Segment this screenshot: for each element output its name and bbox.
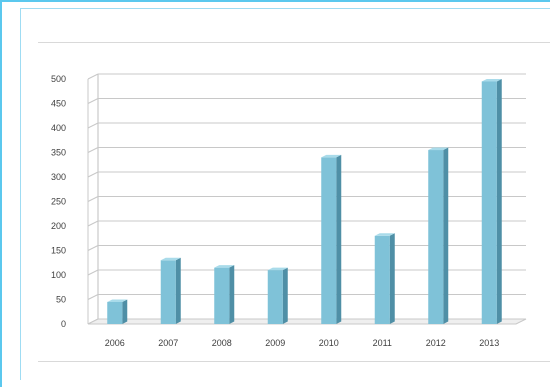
bar-side bbox=[175, 257, 181, 324]
x-tick-label: 2013 bbox=[479, 338, 499, 348]
bar-side bbox=[336, 154, 342, 324]
bar-2010 bbox=[321, 154, 342, 324]
x-axis-ticks: 2006 2007 2008 2009 2010 2011 2012 2013 bbox=[105, 338, 500, 348]
gridline-depth bbox=[87, 73, 99, 80]
bar-2013 bbox=[481, 78, 502, 324]
y-tick-label: 500 bbox=[51, 74, 66, 84]
bar-front bbox=[160, 260, 176, 324]
y-tick-label: 250 bbox=[51, 197, 66, 207]
bar-top bbox=[321, 154, 342, 158]
x-tick-label: 2008 bbox=[212, 338, 232, 348]
bar-front bbox=[321, 157, 337, 324]
x-tick-label: 2007 bbox=[158, 338, 178, 348]
chart-panel: 0 50 100 150 200 250 300 350 400 450 500 2006 2007 2… bbox=[38, 42, 550, 362]
gridline-depth bbox=[87, 147, 99, 153]
gridline-depth bbox=[87, 245, 99, 251]
y-tick-label: 450 bbox=[51, 99, 66, 109]
gridline-depth bbox=[87, 269, 99, 276]
y-axis-ticks: 0 50 100 150 200 250 300 350 400 450 500 bbox=[51, 74, 66, 329]
y-tick-label: 350 bbox=[51, 148, 66, 158]
bar-front bbox=[374, 235, 390, 324]
frame-rule-left bbox=[20, 8, 21, 380]
bar-top bbox=[481, 78, 502, 82]
y-tick-label: 400 bbox=[51, 123, 66, 133]
bar-2011 bbox=[374, 233, 395, 324]
x-tick-label: 2010 bbox=[319, 338, 339, 348]
bar-2007 bbox=[160, 257, 181, 324]
bar-front bbox=[107, 301, 123, 324]
bar-front bbox=[428, 150, 444, 324]
bar-2006 bbox=[107, 299, 128, 324]
bars-layer bbox=[107, 78, 502, 324]
y-tick-label: 150 bbox=[51, 246, 66, 256]
bar-side bbox=[229, 265, 235, 324]
gridline-depth bbox=[87, 122, 99, 129]
x-tick-label: 2011 bbox=[373, 338, 392, 348]
bar-top bbox=[374, 233, 395, 236]
bar-front bbox=[214, 267, 230, 324]
gridline-depth bbox=[87, 196, 99, 202]
y-tick-label: 0 bbox=[61, 319, 66, 329]
bar-side bbox=[443, 147, 449, 324]
bar-front bbox=[481, 81, 497, 324]
bar-top bbox=[160, 257, 181, 261]
bar-front bbox=[267, 270, 283, 324]
bar-side bbox=[122, 299, 128, 324]
x-tick-label: 2006 bbox=[105, 338, 125, 348]
bar-top bbox=[214, 265, 235, 268]
x-tick-label: 2009 bbox=[265, 338, 285, 348]
gridline-depth bbox=[87, 171, 99, 178]
bar-side bbox=[389, 233, 395, 324]
bar-2009 bbox=[267, 267, 288, 324]
y-tick-label: 100 bbox=[51, 270, 66, 280]
y-tick-label: 50 bbox=[56, 295, 66, 305]
gridline-depth bbox=[87, 294, 99, 300]
grid-layer bbox=[87, 73, 527, 325]
chart-floor bbox=[87, 318, 527, 325]
frame-rule-top bbox=[20, 8, 550, 9]
bar-side bbox=[496, 78, 502, 324]
y-tick-label: 300 bbox=[51, 172, 66, 182]
y-tick-label: 200 bbox=[51, 221, 66, 231]
bar-side bbox=[282, 267, 288, 324]
bar-top bbox=[107, 299, 128, 302]
bar-2012 bbox=[428, 147, 449, 324]
bar-top bbox=[267, 267, 288, 271]
bar-top bbox=[428, 147, 449, 151]
x-tick-label: 2012 bbox=[426, 338, 446, 348]
gridline-depth bbox=[87, 220, 99, 227]
gridline-depth bbox=[87, 98, 99, 104]
bar-2008 bbox=[214, 265, 235, 324]
